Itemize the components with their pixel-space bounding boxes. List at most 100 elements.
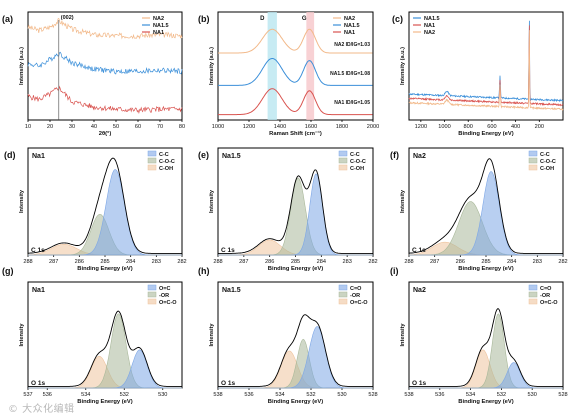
fit-peak-C=O	[409, 362, 563, 389]
x-tick-label: 1200	[243, 124, 255, 130]
x-tick-label: 537	[23, 392, 32, 398]
x-tick-label: 538	[404, 392, 413, 398]
x-tick-label: 1200	[415, 124, 427, 130]
envelope-line	[409, 308, 563, 387]
x-tick-label: 534	[81, 392, 90, 398]
core-level-label: O 1s	[412, 380, 426, 387]
legend-entry: C-C	[159, 152, 169, 158]
core-level-label: C 1s	[31, 247, 45, 254]
y-axis-label: Intensity	[209, 189, 215, 213]
ratio-label: NA1.5 ID/IG=1.08	[330, 71, 370, 77]
sample-label: Na1.5	[222, 287, 241, 294]
band-highlight	[306, 12, 315, 120]
x-axis-label: 2θ(°)	[99, 131, 112, 137]
panel-label: (f)	[390, 150, 399, 160]
panel-label: (b)	[198, 14, 210, 24]
legend-entry: -OR	[350, 293, 360, 299]
x-tick-label: 288	[213, 259, 222, 265]
sample-label: Na2	[413, 287, 426, 294]
panel-f: 288 287 286 285 284 283 282 Binding Energy (eV)…	[390, 147, 568, 272]
x-tick-label: 2000	[367, 124, 379, 130]
legend-swatch	[338, 157, 348, 164]
x-tick-label: 285	[291, 259, 300, 265]
panel-label: (a)	[2, 14, 13, 24]
x-tick-label: 1800	[336, 124, 348, 130]
x-tick-label: 287	[49, 259, 58, 265]
legend-swatch	[338, 284, 348, 291]
band-label: D	[260, 16, 265, 22]
panel-g: 537 536 534 532 530 Binding Energy (eV) Intens…	[2, 266, 183, 405]
legend-entry: C-OH	[540, 166, 554, 172]
x-tick-label: 60	[135, 124, 141, 130]
x-axis-label: Binding Energy (eV)	[458, 131, 513, 137]
envelope-line	[218, 314, 373, 387]
x-tick-label: 538	[213, 392, 222, 398]
legend-entry: C-OH	[350, 166, 364, 172]
core-level-label: C 1s	[412, 247, 426, 254]
envelope-line	[28, 157, 182, 254]
legend-entry: NA1	[424, 23, 435, 29]
sample-label: Na1	[32, 153, 45, 160]
x-axis-label: Binding Energy (eV)	[268, 399, 323, 405]
panel-i: 538 536 534 532 530 528 Binding Energy (eV) Int…	[390, 266, 568, 405]
panel-label: (g)	[2, 266, 14, 276]
fit-peak-C=O	[218, 326, 373, 389]
panel-b: 1000 1200 1400 1600 1800 2000 Raman Shift (cm⁻…	[198, 11, 379, 137]
x-tick-label: 70	[157, 124, 163, 130]
fit-peak-C-C	[409, 171, 563, 256]
envelope-line	[408, 158, 563, 254]
x-tick-label: 288	[23, 259, 32, 265]
x-tick-label: 10	[25, 124, 31, 130]
x-tick-label: 285	[481, 259, 490, 265]
legend-swatch	[147, 157, 157, 164]
legend-entry: NA1.5	[153, 23, 169, 29]
core-level-label: O 1s	[221, 380, 235, 387]
x-tick-label: 534	[275, 392, 284, 398]
legend-entry: NA1.5	[344, 23, 360, 29]
x-tick-label: 284	[126, 259, 135, 265]
sample-label: Na1.5	[222, 153, 241, 160]
legend-swatch	[338, 150, 348, 157]
panel-label: (c)	[392, 14, 403, 24]
legend-entry: -OR	[159, 293, 169, 299]
x-tick-label: 1400	[274, 124, 286, 130]
series-line-NA1.5	[408, 20, 564, 103]
fit-peak-C-O-C	[218, 177, 373, 256]
legend-swatch	[528, 291, 538, 298]
band-label: G	[302, 16, 307, 22]
x-tick-label: 1000	[212, 124, 224, 130]
band-highlight	[267, 12, 277, 120]
legend-swatch	[528, 157, 538, 164]
plot-frame	[217, 11, 374, 121]
legend-entry: NA2	[153, 16, 164, 22]
core-level-label: C 1s	[221, 247, 235, 254]
legend-swatch	[147, 164, 157, 171]
legend-swatch	[338, 164, 348, 171]
x-tick-label: 286	[265, 259, 274, 265]
annotation-label: (002)	[61, 15, 74, 21]
y-axis-label: Intensity	[400, 189, 406, 213]
x-tick-label: 282	[177, 259, 186, 265]
series-line-NA1.5	[27, 51, 183, 75]
x-tick-label: 528	[558, 392, 567, 398]
x-tick-label: 528	[368, 392, 377, 398]
legend-swatch	[338, 298, 348, 305]
x-tick-label: 532	[120, 392, 129, 398]
legend-entry: O=C-O	[159, 300, 177, 306]
series-line-NA2	[408, 30, 564, 112]
x-tick-label: 536	[244, 392, 253, 398]
y-axis-label: Intensity (a.u.)	[19, 47, 25, 85]
series-line-NA1	[27, 85, 183, 114]
series-line-NA1	[408, 25, 564, 107]
legend-entry: NA1.5	[424, 16, 440, 22]
envelope-line	[218, 169, 373, 254]
envelope-line	[28, 310, 182, 387]
legend-entry: C-O-C	[350, 159, 366, 165]
panel-label: (e)	[198, 150, 209, 160]
x-axis-label: Binding Energy (eV)	[77, 399, 132, 405]
x-tick-label: 200	[535, 124, 544, 130]
panel-label: (i)	[390, 266, 399, 276]
panel-a: 10 20 30 40 50 60 70 80 2θ(°) Intensity (a.u.) (a)…	[2, 11, 185, 137]
legend-swatch	[147, 298, 157, 305]
